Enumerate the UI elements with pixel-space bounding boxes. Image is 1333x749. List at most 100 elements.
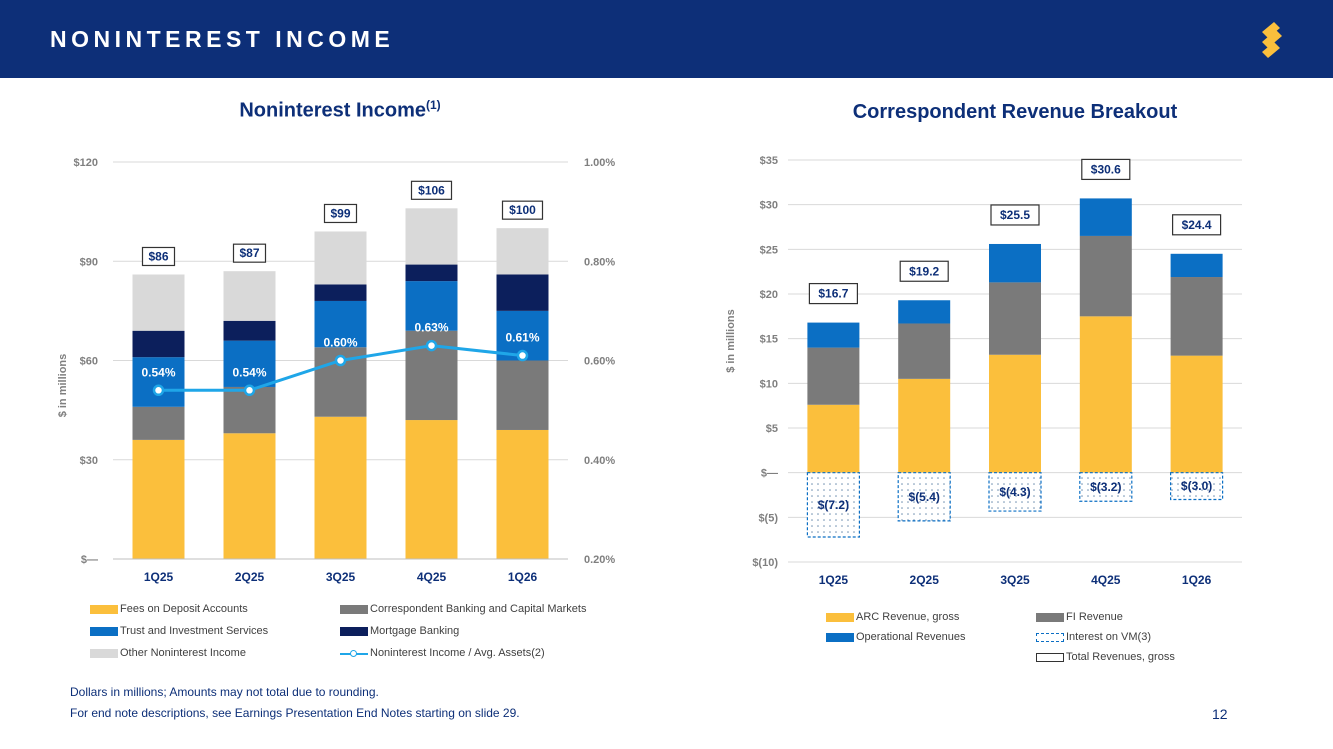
y-axis-label: $ in millions [725,309,737,373]
y-tick-label: $— [761,468,778,480]
correspondent-revenue-chart-title: Correspondent Revenue Breakout [852,101,1178,123]
bar-segment [223,320,276,341]
legend-swatch [340,626,368,636]
y-tick-label: $(10) [752,557,778,569]
total-label: $30.6 [1091,162,1121,176]
correspondent-revenue-chart: $(10) $(5) $— $5 $10 $15 $20 $25 $30 $35 $ in mill… [725,155,1242,587]
bar-segment [1170,253,1223,278]
y-tick-label: $5 [766,423,778,435]
bar-segment [405,420,458,559]
legend-label: Trust and Investment Services [120,625,269,637]
bar-segment [405,264,458,282]
footnote-rounding: Dollars in millions; Amounts may not tot… [70,685,379,699]
legend-item-interest-vm: Interest on VM(3) [1036,630,1151,644]
x-tick-label: 1Q25 [819,573,849,587]
y2-tick-label: 0.20% [584,554,615,566]
bar-segment [223,433,276,559]
total-label-box [808,282,858,305]
legend-item: Mortgage Banking [340,624,459,638]
bar-segment [496,429,549,559]
bar-segment [223,340,276,387]
y-tick-label: $90 [80,256,98,268]
bar-segment [1170,355,1223,473]
chart-title-footnote: (1) [426,98,441,112]
bar-segment [496,360,549,430]
legend-label: ARC Revenue, gross [856,611,960,623]
total-label: $86 [148,249,168,263]
ratio-label: 0.60% [323,336,357,350]
legend-swatch [340,649,368,658]
bar-segment [314,300,367,348]
noninterest-income-legend: Fees on Deposit Accounts Correspondent Ba… [90,602,650,662]
negative-value-label: $(3.2) [1090,480,1121,494]
total-label: $25.5 [1000,208,1030,222]
total-label-box [141,246,176,267]
bar-segment [989,354,1041,473]
legend-swatch [90,648,118,658]
y-axis-label: $ in millions [57,354,69,418]
bar-segment [1079,198,1132,236]
bar-segment [807,322,860,348]
negative-bar-segment [1079,472,1133,502]
ratio-point [152,384,165,397]
y-tick-label: $25 [760,244,778,256]
footnote-end-notes: For end note descriptions, see Earnings … [70,706,520,720]
legend-label: Other Noninterest Income [120,647,246,659]
slide-title: NONINTEREST INCOME [50,26,395,52]
legend-label: FI Revenue [1066,611,1123,623]
legend-item: Operational Revenues [826,630,965,644]
legend-item: FI Revenue [1036,610,1123,624]
legend-label: Fees on Deposit Accounts [120,603,248,615]
bar-segment [989,282,1041,355]
legend-item-total-revenues: Total Revenues, gross [1036,650,1175,664]
negative-value-label: $(3.0) [1181,479,1212,493]
y2-tick-label: 0.60% [584,356,615,368]
legend-label: Total Revenues, gross [1066,651,1175,663]
bar-segment [496,228,549,275]
bar-segment [496,274,549,311]
bar-segment [314,231,367,285]
bar-segment [898,378,951,473]
total-label-box [410,180,453,200]
legend-label: Interest on VM(3) [1066,631,1151,643]
bar-segment [314,416,367,559]
ratio-point [243,384,256,397]
total-label-box [501,200,544,220]
total-label-box [990,204,1040,226]
legend-label: Noninterest Income / Avg. Assets(2) [370,647,545,659]
negative-bar-segment [897,472,951,522]
bar-segment [807,404,860,473]
bar-segment [405,281,458,331]
bar-segment [132,330,185,358]
total-label: $100 [509,203,536,217]
bank-logo-icon [1262,22,1282,58]
y-tick-label: $10 [760,378,778,390]
y-tick-label: $20 [760,289,778,301]
ratio-point [516,349,529,362]
total-label-box [1171,214,1222,236]
legend-swatch [1036,652,1064,662]
legend-item: Fees on Deposit Accounts [90,602,248,616]
ratio-label: 0.63% [414,321,448,335]
x-tick-label: 1Q26 [508,570,538,584]
total-label-box [323,203,358,224]
legend-swatch [1036,632,1064,642]
total-label: $24.4 [1182,218,1212,232]
legend-item: Other Noninterest Income [90,646,246,660]
y-tick-label: $60 [80,356,98,368]
legend-item: Correspondent Banking and Capital Market… [340,602,586,616]
bar-segment [898,323,951,379]
legend-swatch [90,626,118,636]
bar-segment [1170,277,1223,356]
bar-segment [314,284,367,301]
total-label: $16.7 [818,287,848,301]
legend-swatch [340,604,368,614]
x-tick-label: 1Q25 [144,570,174,584]
total-label-box [232,243,267,263]
bar-segment [1079,316,1132,473]
x-tick-label: 2Q25 [235,570,265,584]
total-label: $99 [330,206,350,220]
total-label: $106 [418,183,445,197]
y-tick-label: $30 [80,455,98,467]
legend-item-ratio-line: Noninterest Income / Avg. Assets(2) [340,646,545,660]
